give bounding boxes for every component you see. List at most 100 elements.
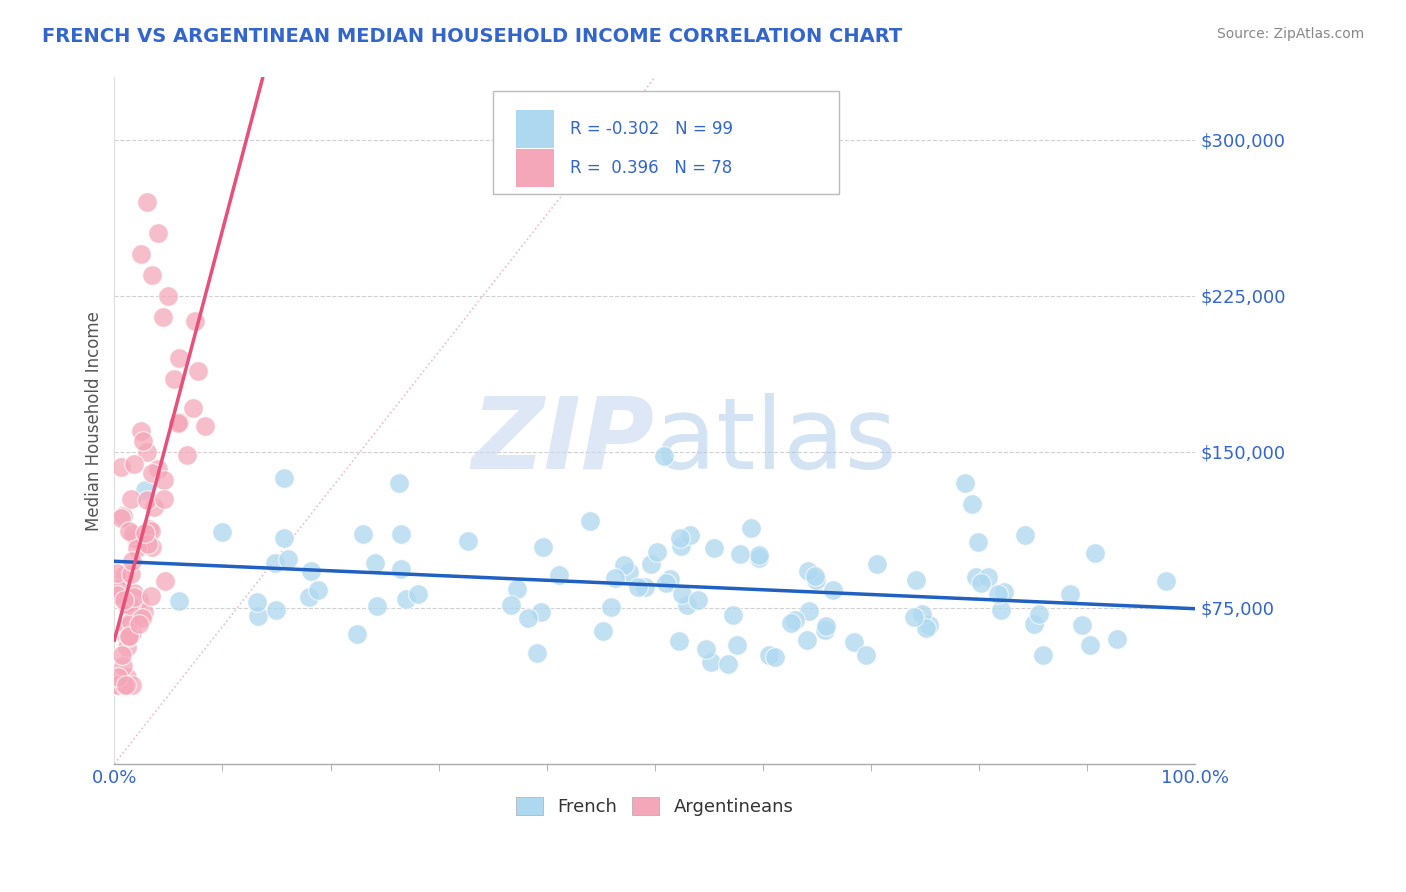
Point [547,568,569,582]
Point [146,227,169,241]
Point [977,570,1000,584]
Text: R =  0.396   N = 78: R = 0.396 N = 78 [571,159,733,177]
Point [115,670,138,684]
Point [264,603,287,617]
Point [121,678,143,692]
Point [679,528,702,542]
Point [725,638,748,652]
Point [132,434,155,448]
Point [120,615,142,630]
Point [307,582,329,597]
Point [506,582,529,597]
Point [181,401,204,415]
Point [135,492,157,507]
Point [107,670,129,684]
Point [112,658,135,673]
Point [124,458,146,472]
Point [141,268,163,282]
Point [748,549,770,563]
Point [855,648,877,662]
Point [499,598,522,612]
Point [721,607,744,622]
Point [105,678,128,692]
Point [695,642,717,657]
Point [763,650,786,665]
Point [688,593,710,607]
Text: R = -0.302   N = 99: R = -0.302 N = 99 [571,120,734,138]
Point [134,605,156,619]
Point [970,576,993,591]
Point [1014,528,1036,542]
Point [247,608,270,623]
Point [993,585,1015,599]
Point [141,466,163,480]
FancyBboxPatch shape [492,91,838,194]
Point [167,594,190,608]
Point [526,646,548,660]
Point [121,554,143,568]
Point [118,630,141,644]
Point [124,590,146,604]
Point [1078,638,1101,652]
Point [148,462,170,476]
Point [395,591,418,606]
Point [111,648,134,662]
Point [600,600,623,615]
Point [658,572,681,586]
Point [122,604,145,618]
Point [110,510,132,524]
Point [1024,616,1046,631]
Point [962,497,984,511]
Point [675,598,697,612]
Point [105,678,128,692]
Point [647,545,669,559]
Point [517,611,540,625]
Point [277,552,299,566]
Point [128,617,150,632]
Point [669,539,692,553]
Point [163,372,186,386]
Point [120,491,142,506]
Point [114,678,136,692]
Point [748,550,770,565]
Point [346,627,368,641]
Point [966,534,988,549]
Point [121,626,143,640]
Point [703,541,725,555]
Point [125,532,148,546]
Point [668,634,690,648]
Point [592,624,614,639]
Point [115,631,138,645]
Point [617,565,640,579]
Point [187,364,209,378]
Point [139,524,162,538]
Point [1059,587,1081,601]
Point [866,557,889,571]
Point [603,571,626,585]
Point [700,655,723,669]
Point [814,624,837,638]
Point [1071,618,1094,632]
Point [152,473,174,487]
Point [717,657,740,671]
Point [167,416,190,430]
Point [273,471,295,485]
Point [246,595,269,609]
Point [105,589,128,603]
Point [184,314,207,328]
Point [779,616,801,631]
Point [112,678,135,692]
Point [298,590,321,604]
Text: Source: ZipAtlas.com: Source: ZipAtlas.com [1216,27,1364,41]
Point [194,419,217,434]
Point [131,247,153,261]
Point [114,678,136,692]
Point [211,524,233,539]
Point [301,564,323,578]
Point [135,445,157,459]
Point [1156,574,1178,588]
Point [406,586,429,600]
Point [273,531,295,545]
Point [389,561,412,575]
Point [1084,546,1107,560]
